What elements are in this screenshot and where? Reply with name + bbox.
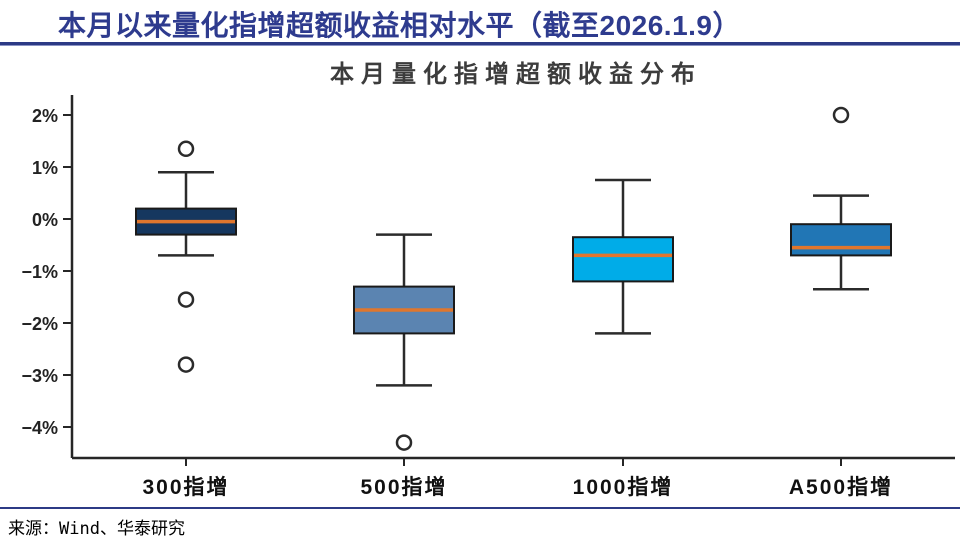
y-tick-label-6: −4% bbox=[21, 418, 58, 438]
outlier-0-0 bbox=[177, 140, 195, 158]
x-tick-label-2: 1000指增 bbox=[573, 475, 674, 499]
outlier-0-1 bbox=[177, 291, 195, 308]
boxplot-chart-container: 本月量化指增超额收益分布 2% 1% 0% −1% −2% −3% −4% 300指增 500指增… bbox=[0, 46, 960, 506]
outlier-3-0 bbox=[832, 106, 850, 124]
boxplot-chart: 本月量化指增超额收益分布 2% 1% 0% −1% −2% −3% −4% 300指增 500指增… bbox=[21, 60, 955, 499]
header-divider-line bbox=[0, 42, 960, 46]
y-tick-label-3: −1% bbox=[21, 262, 58, 282]
footer-divider-line bbox=[0, 507, 960, 509]
chart-title: 本月量化指增超额收益分布 bbox=[330, 60, 702, 88]
outlier-0-2 bbox=[177, 356, 195, 373]
outlier-1-0 bbox=[395, 434, 413, 451]
y-tick-label-0: 2% bbox=[32, 106, 58, 126]
y-tick-label-4: −2% bbox=[21, 314, 58, 334]
source-attribution: 来源：Wind、华泰研究 bbox=[8, 519, 185, 539]
page-title: 本月以来量化指增超额收益相对水平（截至2026.1.9） bbox=[58, 10, 741, 41]
iqr-box-3 bbox=[790, 223, 892, 257]
y-tick-label-2: 0% bbox=[32, 210, 58, 230]
x-tick-label-3: A500指增 bbox=[789, 475, 893, 499]
x-tick-label-1: 500指增 bbox=[360, 475, 447, 499]
y-tick-label-5: −3% bbox=[21, 366, 58, 386]
iqr-box-2 bbox=[572, 236, 674, 283]
y-tick-label-1: 1% bbox=[32, 158, 58, 178]
x-tick-label-0: 300指增 bbox=[142, 475, 229, 499]
